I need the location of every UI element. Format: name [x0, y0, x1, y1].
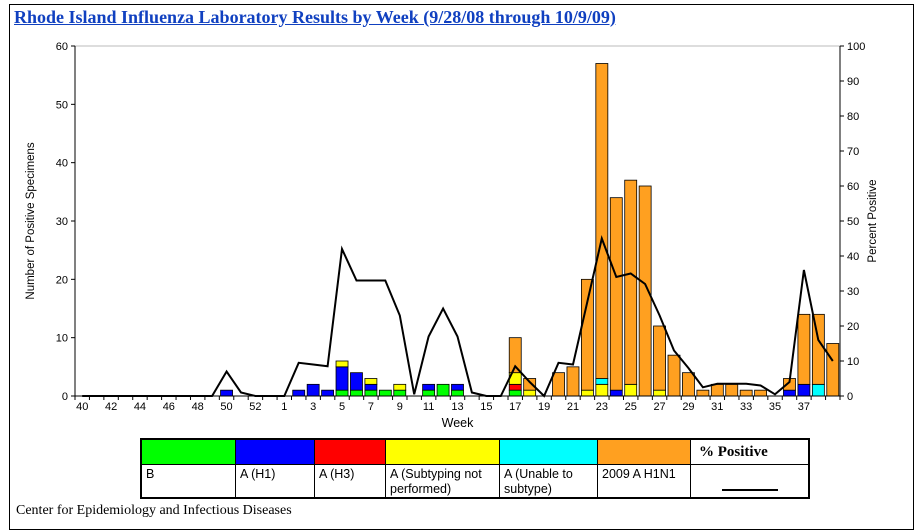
svg-text:50: 50	[220, 401, 232, 413]
legend-label-percent-positive: % Positive	[691, 440, 808, 465]
svg-text:17: 17	[509, 401, 521, 413]
legend-swatch-2009-a-h1n1	[598, 440, 690, 465]
axis-tick-labels: 0 10 20 30 40 50 60 0 10 20 30 40 50 60 70 80 90 100 40 42 4…	[56, 41, 866, 413]
legend-col-percent-positive: % Positive	[691, 440, 808, 497]
svg-text:100: 100	[847, 41, 865, 53]
svg-text:9: 9	[397, 401, 403, 413]
svg-text:1: 1	[281, 401, 287, 413]
chart-area: 0 10 20 30 40 50 60 0 10 20 30 40 50 60 70 80 90 100 40 42 4…	[10, 36, 915, 436]
svg-text:31: 31	[711, 401, 723, 413]
svg-text:35: 35	[769, 401, 781, 413]
svg-text:11: 11	[423, 401, 434, 413]
legend-label-b: B	[146, 467, 155, 481]
svg-text:15: 15	[480, 401, 492, 413]
svg-text:52: 52	[249, 401, 261, 413]
svg-text:60: 60	[847, 181, 859, 193]
svg-text:10: 10	[847, 356, 859, 368]
axes	[71, 45, 844, 400]
svg-text:40: 40	[56, 158, 68, 170]
svg-text:48: 48	[192, 401, 204, 413]
legend-label-a-subtyping-not-performed: A (Subtyping not performed)	[390, 467, 482, 496]
legend-label-2009-a-h1n1: 2009 A H1N1	[602, 467, 676, 481]
svg-text:46: 46	[163, 401, 175, 413]
svg-text:27: 27	[653, 401, 665, 413]
legend-swatch-a-subtyping-not-performed	[386, 440, 499, 465]
svg-text:37: 37	[798, 401, 810, 413]
svg-text:70: 70	[847, 146, 859, 158]
svg-text:0: 0	[847, 391, 853, 403]
y-left-axis-title: Number of Positive Specimens	[25, 142, 37, 299]
svg-text:30: 30	[56, 216, 68, 228]
x-axis-title: Week	[442, 416, 474, 430]
svg-text:30: 30	[847, 286, 859, 298]
svg-text:42: 42	[105, 401, 117, 413]
legend-col-a-subtyping-not-performed: A (Subtyping not performed)	[386, 440, 500, 497]
figure-border	[9, 4, 914, 530]
svg-text:50: 50	[56, 99, 68, 111]
svg-text:21: 21	[567, 401, 579, 413]
legend-swatch-a-h3	[315, 440, 385, 465]
footer-text: Center for Epidemiology and Infectious D…	[16, 503, 292, 518]
svg-text:13: 13	[451, 401, 463, 413]
svg-text:20: 20	[847, 321, 859, 333]
svg-text:60: 60	[56, 41, 68, 53]
svg-text:10: 10	[56, 333, 68, 345]
svg-text:25: 25	[625, 401, 637, 413]
svg-text:44: 44	[134, 401, 146, 413]
chart-canvas: 0 10 20 30 40 50 60 0 10 20 30 40 50 60 70 80 90 100 40 42 4…	[25, 41, 879, 430]
svg-text:80: 80	[847, 111, 859, 123]
percent-positive-line-symbol	[721, 489, 778, 491]
svg-text:90: 90	[847, 76, 859, 88]
svg-text:50: 50	[847, 216, 859, 228]
svg-text:19: 19	[538, 401, 550, 413]
svg-text:7: 7	[368, 401, 374, 413]
legend-col-a-h3: A (H3)	[315, 440, 386, 497]
legend-col-a-h1: A (H1)	[236, 440, 315, 497]
legend-label-a-h3: A (H3)	[319, 467, 355, 481]
svg-text:23: 23	[596, 401, 608, 413]
svg-text:20: 20	[56, 274, 68, 286]
svg-text:40: 40	[76, 401, 88, 413]
legend-cell-line-symbol	[691, 465, 808, 497]
svg-text:5: 5	[339, 401, 345, 413]
legend-col-a-unable-to-subtype: A (Unable to subtype)	[500, 440, 598, 497]
legend-label-a-h1: A (H1)	[240, 467, 276, 481]
legend-swatch-b	[142, 440, 235, 465]
legend-col-b: B	[142, 440, 236, 497]
y-right-axis-title: Percent Positive	[867, 179, 879, 262]
svg-text:33: 33	[740, 401, 752, 413]
legend-swatch-a-unable-to-subtype	[500, 440, 597, 465]
svg-text:40: 40	[847, 251, 859, 263]
svg-text:3: 3	[310, 401, 316, 413]
legend-swatch-a-h1	[236, 440, 314, 465]
chart-title: Rhode Island Influenza Laboratory Result…	[14, 7, 616, 27]
legend-table: B A (H1) A (H3) A (Subtyping not perform…	[140, 438, 810, 499]
svg-text:0: 0	[62, 391, 68, 403]
legend-col-2009-a-h1n1: 2009 A H1N1	[598, 440, 691, 497]
legend-label-a-unable-to-subtype: A (Unable to subtype)	[504, 467, 573, 496]
percent-positive-line	[82, 235, 834, 398]
stacked-bars	[220, 63, 840, 397]
svg-text:29: 29	[682, 401, 694, 413]
